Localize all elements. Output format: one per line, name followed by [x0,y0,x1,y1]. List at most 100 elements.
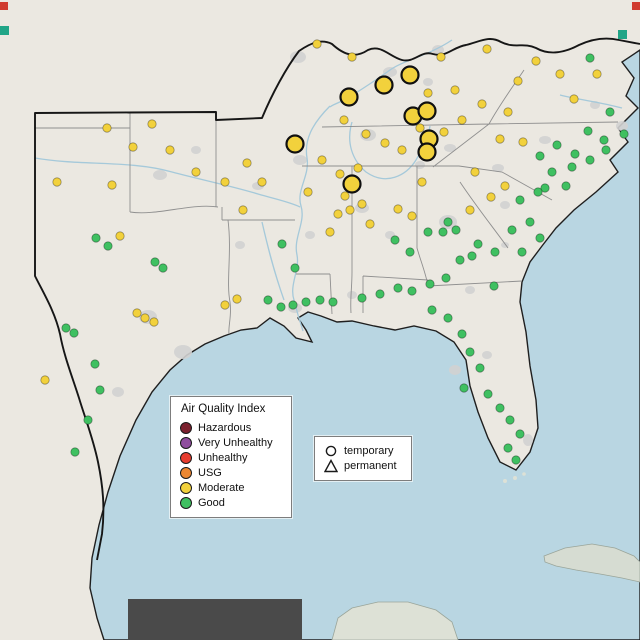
corner-marker [0,2,8,10]
station-dot-moderate [242,158,252,168]
aqi-legend: Air Quality Index Hazardous Very Unhealth… [170,396,292,518]
aqi-swatch-icon [180,481,192,494]
station-dot-good [95,385,105,395]
station-dot-good [290,263,300,273]
station-dot-good [515,195,525,205]
station-dot-good [427,305,437,315]
station-dot-moderate [220,300,230,310]
station-dot-good [561,181,571,191]
station-dot-moderate [569,94,579,104]
temporary-station-dot [374,75,394,95]
station-dot-good [585,53,595,63]
station-dot-good [443,217,453,227]
station-dot-good [83,415,93,425]
station-dot-good [475,363,485,373]
station-type-legend: temporary permanent [314,436,412,481]
station-dot-moderate [238,205,248,215]
station-dot-good [515,429,525,439]
station-dot-moderate [149,317,159,327]
station-dot-good [570,149,580,159]
aqi-legend-item: Good [180,495,282,510]
station-dot-moderate [257,177,267,187]
station-dot-good [495,403,505,413]
station-dot-good [276,302,286,312]
station-dot-good [277,239,287,249]
station-dot-moderate [357,199,367,209]
aqi-legend-label: Moderate [198,481,245,494]
station-dot-good [511,455,521,465]
aqi-legend-items: Hazardous Very Unhealthy Unhealthy USG Moder… [180,420,282,510]
station-dot-good [535,233,545,243]
station-dot-moderate [335,169,345,179]
temporary-station-dot [285,134,305,154]
corner-marker [632,2,640,10]
station-dot-moderate [333,209,343,219]
corner-marker [0,26,9,35]
station-dot-good [467,251,477,261]
station-dot-good [407,286,417,296]
station-type-item: permanent [324,458,402,473]
station-dot-moderate [592,69,602,79]
station-dot-moderate [128,142,138,152]
station-dot-good [455,255,465,265]
temporary-station-dot [417,101,437,121]
station-dot-good [540,183,550,193]
station-dot-moderate [457,115,467,125]
station-dot-moderate [107,180,117,190]
aqi-legend-item: Very Unhealthy [180,435,282,450]
temporary-station-dot [342,174,362,194]
cuba-island [543,543,640,583]
station-dot-good [103,241,113,251]
yucatan-peninsula [331,601,459,640]
station-dot-good [328,297,338,307]
temporary-station-dot [339,87,359,107]
station-dot-good [459,383,469,393]
urban-areas [112,45,628,446]
station-dot-moderate [220,177,230,187]
station-dot-moderate [439,127,449,137]
station-dot-good [465,347,475,357]
station-dot-good [288,300,298,310]
station-dot-moderate [500,181,510,191]
station-dot-moderate [470,167,480,177]
station-dot-moderate [325,227,335,237]
station-type-label: temporary [344,444,394,457]
station-dot-good [158,263,168,273]
station-dot-moderate [132,308,142,318]
aqi-legend-label: Unhealthy [198,451,248,464]
station-dot-moderate [339,115,349,125]
station-dot-moderate [340,191,350,201]
aqi-legend-label: Hazardous [198,421,252,434]
station-dot-moderate [477,99,487,109]
station-dot-good [70,447,80,457]
aqi-legend-title: Air Quality Index [181,403,266,415]
aqi-legend-item: Moderate [180,480,282,495]
station-dot-good [457,329,467,339]
station-type-legend-items: temporary permanent [324,443,402,473]
aqi-legend-label: USG [198,466,222,479]
station-dot-good [599,135,609,145]
station-dot-good [601,145,611,155]
station-dot-good [357,293,367,303]
station-dot-good [263,295,273,305]
aqi-legend-item: Unhealthy [180,450,282,465]
station-dot-moderate [397,145,407,155]
station-dot-good [490,247,500,257]
station-dot-moderate [486,192,496,202]
station-dot-good [547,167,557,177]
station-dot-good [517,247,527,257]
station-dot-moderate [191,167,201,177]
temporary-station-dot [417,142,437,162]
station-dot-good [69,328,79,338]
station-dot-good [605,107,615,117]
station-dot-good [423,227,433,237]
aqi-legend-item: USG [180,465,282,480]
station-dot-moderate [345,205,355,215]
station-dot-good [441,273,451,283]
station-dot-moderate [147,119,157,129]
station-dot-moderate [312,39,322,49]
station-dot-good [525,217,535,227]
station-dot-good [585,155,595,165]
station-dot-good [150,257,160,267]
